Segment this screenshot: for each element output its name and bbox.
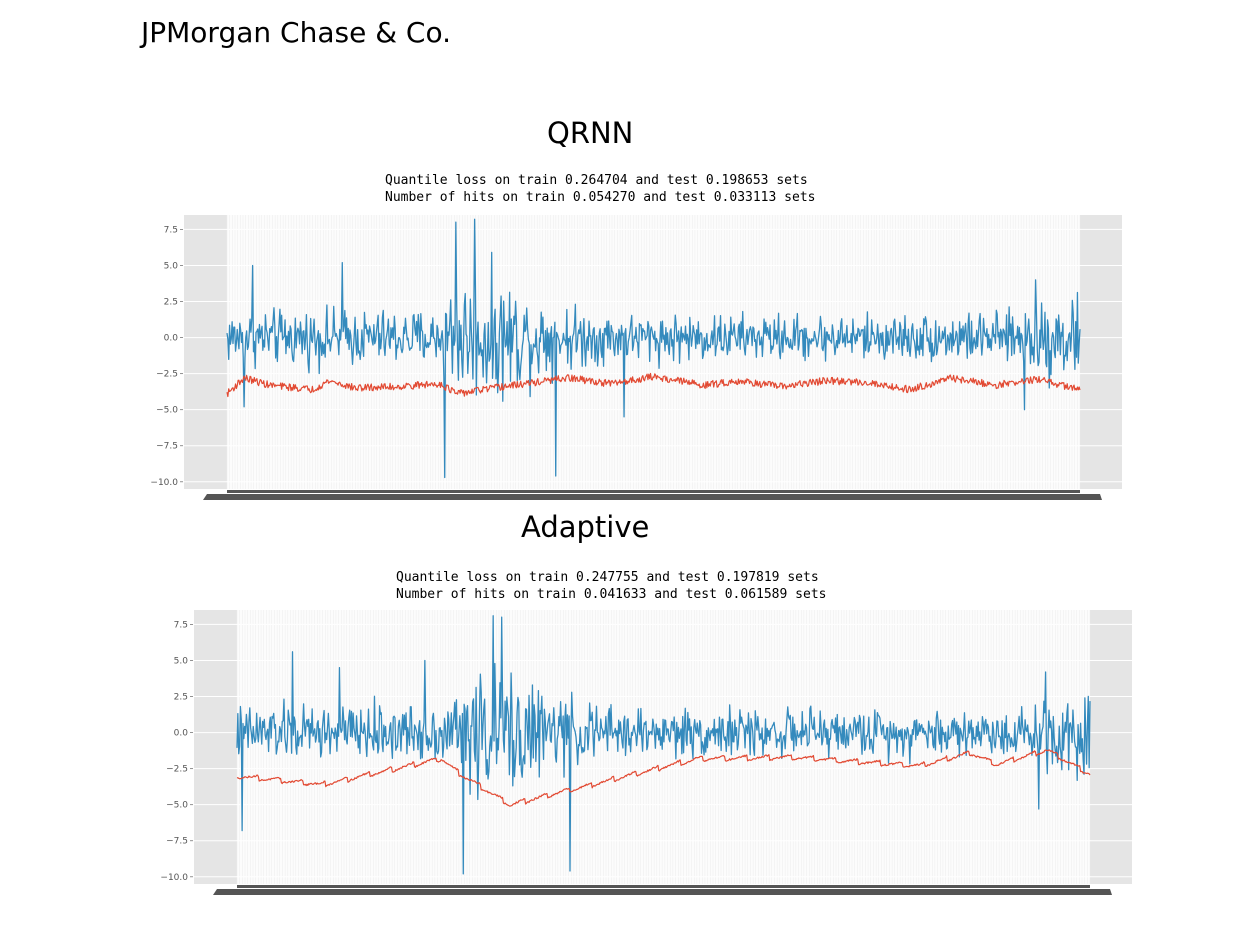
x-tick-label-strip-rotated <box>203 494 1102 500</box>
y-tick-label: 0.0 <box>164 334 179 344</box>
plot-area <box>237 610 1090 884</box>
y-tick-label: −2.5 <box>166 765 188 775</box>
y-tick-label: 2.5 <box>164 298 178 308</box>
y-tick-label: 7.5 <box>174 620 188 630</box>
x-tick-label-strip-rotated <box>213 889 1112 895</box>
y-tick-label: 2.5 <box>174 693 188 703</box>
qrnn-section-title: QRNN <box>547 116 634 150</box>
company-name: JPMorgan Chase & Co. <box>141 16 452 49</box>
y-tick-label: −10.0 <box>160 873 188 883</box>
adaptive-chart: 7.5 5.0 2.5 0.0 −2.5 −5.0 −7.5 −10.0 <box>160 610 1132 895</box>
y-tick-label: −5.0 <box>166 801 188 811</box>
y-tick-label: −7.5 <box>166 837 188 847</box>
y-tick-label: −10.0 <box>150 478 178 488</box>
quantile-series-line <box>226 372 1081 398</box>
adaptive-section-title: Adaptive <box>521 510 650 544</box>
qrnn-subtitle-line-1: Quantile loss on train 0.264704 and test… <box>385 173 808 188</box>
y-tick-label: −2.5 <box>156 370 178 380</box>
quantile-series-line <box>236 749 1091 807</box>
adaptive-subtitle-line-1: Quantile loss on train 0.247755 and test… <box>396 570 819 585</box>
qrnn-subtitle-line-2: Number of hits on train 0.054270 and tes… <box>385 190 816 205</box>
y-tick-label: 5.0 <box>174 656 189 666</box>
adaptive-subtitle-line-2: Number of hits on train 0.041633 and tes… <box>396 587 827 602</box>
y-tick-label: −7.5 <box>156 442 178 452</box>
y-tick-label: 0.0 <box>174 729 189 739</box>
observed-series-line <box>226 218 1081 479</box>
y-tick-label: −5.0 <box>156 406 178 416</box>
y-tick-label: 5.0 <box>164 261 179 271</box>
x-tick-label-strip <box>227 490 1080 493</box>
y-tick-label: 7.5 <box>164 225 178 235</box>
observed-series-line <box>236 615 1091 875</box>
x-tick-label-strip <box>237 885 1090 888</box>
qrnn-chart: 7.5 5.0 2.5 0.0 −2.5 −5.0 −7.5 −10.0 <box>150 215 1122 500</box>
plot-area <box>227 215 1080 489</box>
